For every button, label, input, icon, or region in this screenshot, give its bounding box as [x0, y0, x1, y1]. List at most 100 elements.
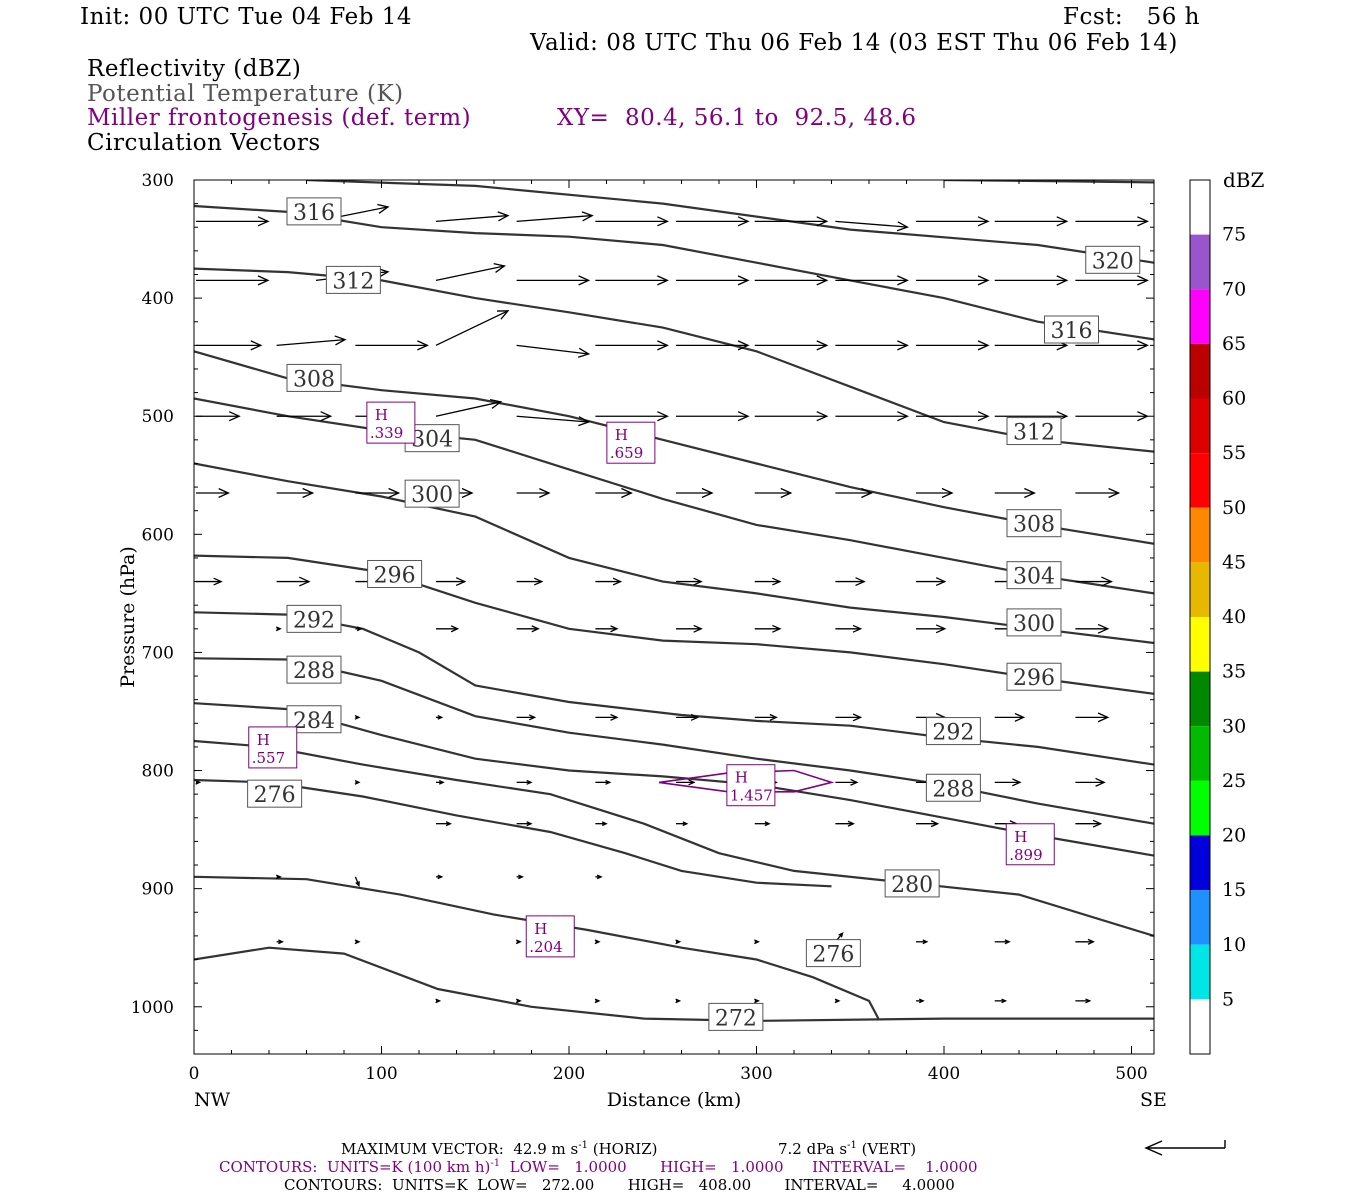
circulation-vector: [276, 487, 315, 499]
svg-text:H: H: [735, 769, 748, 787]
circulation-vector: [595, 625, 619, 633]
frontogenesis-max-label: H.339: [366, 401, 416, 444]
circulation-vector: [196, 340, 263, 351]
colorbar-swatch: [1190, 890, 1210, 945]
circulation-vector: [994, 778, 1022, 787]
circulation-vector: [516, 344, 591, 358]
circulation-vector: [916, 487, 954, 499]
theta-contour-label: 296: [367, 559, 423, 588]
circulation-vector: [754, 713, 778, 721]
colorbar-label: 50: [1222, 497, 1246, 519]
circulation-vector: [994, 939, 1011, 945]
svg-text:.204: .204: [529, 938, 562, 956]
theta-contour-label: 276: [805, 939, 861, 968]
circulation-vector: [676, 216, 750, 227]
circulation-vector: [516, 211, 594, 222]
svg-text:284: 284: [293, 709, 335, 734]
circulation-vector: [436, 714, 444, 720]
colorbar-swatch: [1190, 835, 1210, 891]
colorbar-swatch: [1190, 562, 1210, 617]
colorbar-label: 15: [1222, 879, 1246, 901]
circulation-vector: [676, 275, 750, 286]
svg-text:296: 296: [374, 563, 416, 588]
circulation-vector: [515, 939, 522, 945]
colorbar-swatch: [1190, 289, 1210, 344]
init-time: Init: 00 UTC Tue 04 Feb 14: [80, 4, 413, 30]
circulation-vector: [994, 998, 1008, 1004]
theta-contour-label: 308: [286, 363, 342, 392]
frontogenesis-max-label: H.659: [606, 421, 656, 464]
y-tick-label: 700: [142, 643, 174, 663]
x-tick-label: 500: [1115, 1064, 1147, 1084]
circulation-vector: [1075, 938, 1095, 945]
theta-contour-label: 300: [404, 479, 460, 508]
x-tick-label: 0: [189, 1064, 200, 1084]
y-axis-title: Pressure (hPa): [117, 546, 139, 688]
colorbar-label: 45: [1222, 551, 1246, 573]
theta-contour-label: 276: [247, 779, 303, 808]
theta-contour-label: 304: [404, 424, 460, 453]
x-tick-label: 300: [740, 1064, 772, 1084]
circulation-vector: [916, 411, 990, 422]
circulation-vector: [196, 577, 223, 586]
svg-text:.899: .899: [1009, 846, 1042, 864]
svg-text:.659: .659: [610, 444, 643, 462]
colorbar-label: 35: [1222, 661, 1246, 683]
x-tick-label: 100: [365, 1064, 397, 1084]
circulation-vector: [595, 275, 669, 286]
circulation-vector: [516, 415, 591, 427]
theta-contour-label: 320: [1085, 245, 1141, 274]
circulation-vector: [516, 488, 551, 498]
circulation-vector: [595, 216, 669, 227]
circulation-vector: [834, 998, 841, 1004]
circulation-vector: [1075, 623, 1110, 634]
circulation-vector: [516, 714, 537, 721]
colorbar: 75 70 65 60 55 50 45 40 35 30 25 20 15 10 5: [1189, 179, 1246, 1055]
theta-contour-label: 316: [286, 197, 342, 226]
circulation-vector: [676, 779, 696, 786]
svg-text:H: H: [1014, 828, 1027, 846]
svg-text:H: H: [257, 731, 270, 749]
circulation-vector: [595, 821, 608, 827]
colorbar-swatch: [1190, 999, 1210, 1054]
svg-text:316: 316: [1051, 319, 1093, 344]
circulation-vector: [835, 778, 859, 786]
circulation-vector: [835, 624, 863, 633]
circulation-vector: [516, 821, 533, 827]
theta-contour-line: [194, 462, 1154, 645]
circulation-vector: [994, 712, 1026, 722]
circulation-vector: [754, 577, 782, 586]
circulation-vector: [754, 624, 782, 633]
colorbar-label: 5: [1222, 988, 1234, 1010]
field-reflectivity: Reflectivity (dBZ): [87, 56, 302, 82]
svg-text:.557: .557: [252, 749, 285, 767]
colorbar-label: 10: [1222, 934, 1246, 956]
y-tick-label: 900: [142, 880, 174, 900]
svg-text:304: 304: [411, 428, 453, 453]
theta-contour-label: 292: [925, 717, 981, 746]
circulation-vector: [595, 713, 619, 721]
theta-contour-label: 312: [1006, 417, 1062, 446]
circulation-vector: [195, 779, 202, 785]
circulation-vector: [835, 577, 866, 587]
circulation-vector: [196, 216, 270, 227]
circulation-vector: [916, 998, 925, 1004]
circulation-vector: [754, 939, 760, 945]
colorbar-label: 75: [1222, 224, 1246, 246]
theta-contour-line: [194, 875, 880, 1020]
svg-text:312: 312: [332, 269, 374, 294]
circulation-vector: [276, 939, 284, 945]
circulation-vector: [1075, 712, 1110, 723]
theta-contour-line: [194, 702, 1154, 857]
circulation-vector: [436, 821, 452, 827]
circulation-vector: [835, 340, 909, 351]
field-frontogenesis: Miller frontogenesis (def. term): [87, 105, 472, 131]
circulation-vector: [916, 216, 990, 227]
circulation-vector: [595, 577, 623, 586]
theta-contour-label: 312: [325, 265, 381, 294]
frontogenesis-max-label: H1.457: [726, 764, 776, 807]
circulation-vector: [754, 998, 760, 1004]
circulation-vector: [516, 275, 591, 286]
circulation-vector: [595, 487, 633, 499]
